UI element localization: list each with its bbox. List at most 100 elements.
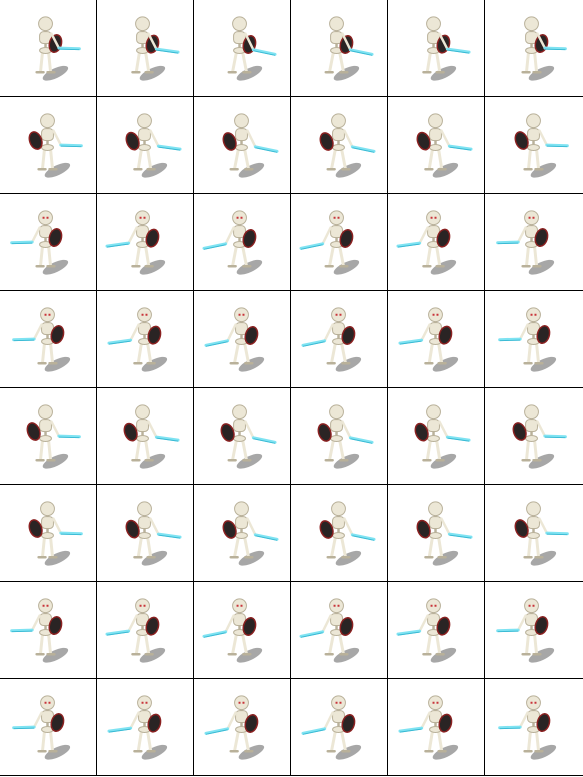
sprite-skull — [137, 307, 152, 323]
skeleton-sprite — [514, 501, 569, 566]
sprite-arm — [30, 226, 41, 244]
sprite-ribcage — [138, 516, 151, 530]
sprite-arm — [518, 711, 529, 729]
skeleton-sprite — [521, 16, 567, 81]
sprite-legs — [39, 49, 52, 73]
sprite-shield — [220, 423, 235, 442]
sprite-ribcage — [527, 516, 540, 530]
sprite-legs — [134, 437, 151, 461]
sprite-ribcage — [138, 128, 151, 142]
sprite-arm — [30, 614, 41, 632]
skeleton-sprite — [10, 210, 69, 275]
skeleton-sprite — [317, 404, 374, 469]
sprite-skull — [426, 598, 441, 614]
sprite-sword-edge — [13, 727, 35, 730]
sprite-legs — [328, 437, 345, 461]
sprite-ribcage — [235, 322, 248, 336]
sprite-sword — [498, 337, 522, 342]
sprite-pelvis — [525, 435, 538, 442]
sprite-pelvis — [39, 435, 52, 442]
sprite-arm — [321, 226, 332, 246]
sprite-sword-edge — [449, 534, 472, 539]
sprite-legs — [425, 437, 442, 461]
sprite-skull — [40, 307, 55, 323]
sprite-sword-edge — [497, 242, 519, 245]
sprite-skull — [38, 210, 53, 226]
sprite-sword-edge — [11, 630, 33, 633]
sprite-frame — [485, 97, 583, 194]
sprite-sword-edge — [60, 533, 82, 536]
sprite-shadow — [42, 647, 69, 663]
skeleton-sprite — [107, 695, 168, 760]
sprite-sword-edge — [203, 632, 226, 638]
sprite-sword — [57, 46, 81, 51]
sprite-skull — [524, 210, 539, 226]
sprite-shield — [534, 616, 549, 636]
sprite-frame — [485, 485, 583, 582]
sprite-shield — [534, 228, 549, 248]
sprite-arm — [226, 711, 237, 731]
sprite-shield — [317, 423, 332, 442]
sprite-sword-edge — [106, 631, 129, 636]
sprite-legs — [427, 340, 444, 364]
skeleton-sprite — [299, 598, 360, 663]
sprite-shield — [319, 132, 334, 151]
sprite-skull — [329, 404, 344, 420]
sprite-sword — [59, 143, 83, 148]
sprite-sword — [350, 145, 376, 153]
sprite-frame — [485, 0, 583, 97]
sprite-arm — [438, 420, 449, 439]
sprite-ribcage — [233, 31, 246, 45]
sprite-arm — [536, 32, 547, 50]
skeleton-sprite — [10, 598, 69, 663]
sprite-pelvis — [138, 144, 151, 151]
sprite-arm — [226, 323, 237, 343]
sprite-legs — [41, 728, 54, 752]
sprite-frame — [194, 388, 291, 485]
sprite-legs — [136, 146, 153, 170]
sprite-skull — [426, 404, 441, 420]
sprite-sword — [154, 47, 180, 54]
sprite-shield — [416, 519, 431, 539]
sprite-arm — [52, 129, 63, 147]
sprite-shield — [436, 228, 451, 248]
sprite-sword — [57, 434, 81, 439]
sprite-shield — [339, 617, 354, 636]
sprite-skull — [428, 307, 443, 323]
sprite-legs — [328, 243, 345, 267]
sprite-frame — [388, 291, 485, 388]
sprite-skull — [234, 501, 249, 517]
skeleton-sprite — [416, 113, 473, 178]
sprite-sword — [496, 628, 520, 633]
sprite-legs — [233, 728, 250, 752]
sprite-arm — [147, 32, 158, 51]
sprite-sword — [251, 436, 277, 444]
sprite-frame — [194, 679, 291, 776]
sprite-frame — [291, 679, 388, 776]
sprite-frame — [97, 194, 194, 291]
sprite-arm — [420, 711, 431, 730]
skeleton-sprite — [131, 16, 180, 81]
sprite-ribcage — [525, 419, 538, 433]
sprite-sword-edge — [350, 438, 373, 444]
sprite-sword — [156, 532, 182, 539]
sprite-legs — [427, 728, 444, 752]
skeleton-sprite — [301, 695, 362, 760]
sprite-skull — [40, 113, 55, 129]
skeleton-sprite — [498, 695, 557, 760]
skeleton-sprite — [319, 113, 376, 178]
sprite-shield — [145, 228, 160, 248]
sprite-shield — [339, 229, 354, 248]
sprite-frame — [291, 388, 388, 485]
sprite-sword-edge — [499, 339, 521, 342]
sprite-frame — [485, 194, 583, 291]
sprite-arm — [418, 614, 429, 633]
sprite-skull — [426, 210, 441, 226]
sprite-skull — [426, 16, 441, 32]
sprite-arm — [518, 323, 529, 341]
skeleton-sprite — [514, 113, 569, 178]
sprite-sword-edge — [255, 535, 278, 541]
skeleton-sprite — [202, 210, 263, 275]
sprite-ribcage — [330, 31, 343, 45]
sprite-frame — [97, 485, 194, 582]
